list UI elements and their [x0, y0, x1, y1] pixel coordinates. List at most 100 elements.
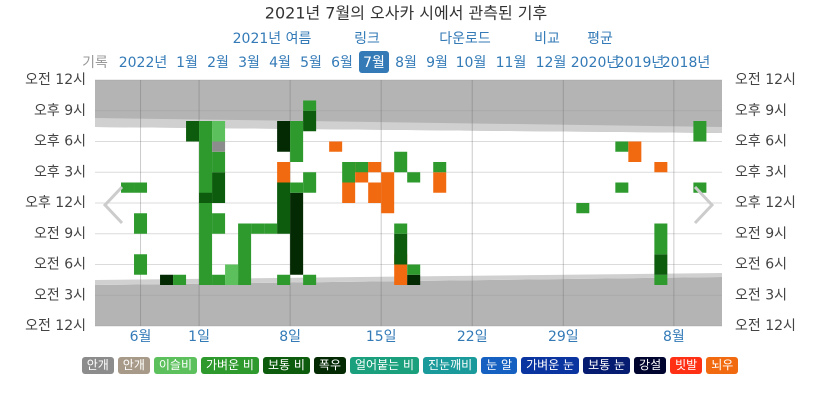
weather-cell — [303, 172, 317, 193]
tab[interactable]: 6월 — [331, 55, 353, 71]
weather-cell — [212, 141, 226, 152]
tab[interactable]: 7월 — [363, 55, 385, 71]
weather-cell — [186, 121, 200, 142]
tab-active-bg — [359, 51, 389, 73]
tab[interactable]: 1월 — [176, 55, 198, 71]
weather-cell — [277, 121, 291, 152]
tab[interactable]: 4월 — [269, 55, 291, 71]
weather-cell — [394, 223, 408, 234]
legend-item: 보통 비 — [262, 357, 310, 374]
tab[interactable]: 12월 — [536, 55, 567, 71]
legend-item: 눈 알 — [481, 357, 518, 374]
weather-cell — [212, 121, 226, 142]
weather-cell — [251, 223, 265, 234]
weather-cell — [290, 192, 304, 275]
weather-cell — [173, 274, 187, 285]
y-tick-label-right: 오후 3시 — [735, 164, 787, 180]
weather-cell — [303, 110, 317, 132]
x-tick-label: 8월 — [663, 329, 685, 345]
legend-item: 안개 — [117, 357, 150, 374]
weather-cell — [277, 162, 291, 183]
y-tick-label-right: 오후 12시 — [735, 195, 796, 211]
legend-item: 안개 — [81, 357, 114, 374]
y-tick-label: 오후 6시 — [34, 134, 86, 150]
tab[interactable]: 2월 — [207, 55, 229, 71]
weather-cell — [134, 182, 148, 193]
weather-cell — [134, 213, 148, 234]
y-tick-label-right: 오전 3시 — [735, 287, 787, 303]
weather-cell — [342, 182, 356, 203]
weather-cell — [212, 172, 226, 203]
tab[interactable]: 2020년 — [571, 55, 620, 71]
tab[interactable]: 2019년 — [616, 55, 665, 71]
nav-link[interactable]: 2021년 여름 — [233, 31, 312, 47]
legend-item: 뇌우 — [706, 357, 739, 374]
y-tick-label-right: 오전 12시 — [735, 72, 796, 88]
weather-cell — [225, 264, 239, 285]
weather-cell — [433, 172, 447, 193]
nav-link[interactable]: 비교 — [534, 31, 560, 47]
weather-cell — [381, 172, 395, 214]
legend-item: 가벼운 눈 — [521, 357, 580, 374]
weather-cell — [303, 274, 317, 285]
next-arrow[interactable] — [693, 185, 715, 225]
weather-cell — [654, 254, 668, 275]
weather-cell — [654, 162, 668, 173]
legend-item: 강설 — [634, 357, 667, 374]
weather-cell — [199, 192, 213, 203]
y-tick-label-right: 오전 12시 — [735, 318, 796, 334]
tab[interactable]: 5월 — [300, 55, 322, 71]
x-tick-label: 22일 — [457, 329, 488, 345]
y-tick-label: 오전 9시 — [34, 226, 86, 242]
weather-cell — [693, 121, 707, 142]
prev-arrow[interactable] — [102, 185, 124, 225]
tab[interactable]: 8월 — [395, 55, 417, 71]
tab[interactable]: 10월 — [456, 55, 487, 71]
weather-cell — [212, 151, 226, 173]
legend: 안개 안개 이슬비 가벼운 비 보통 비 폭우 얼어붙는 비 진눈깨비 눈 알 가벼운 눈 보통 눈… — [70, 357, 750, 374]
legend-item: 폭우 — [313, 357, 347, 374]
tab[interactable]: 3월 — [238, 55, 260, 71]
y-tick-label: 오후 9시 — [34, 103, 86, 119]
weather-cell — [290, 121, 304, 162]
weather-cell — [368, 162, 382, 173]
y-tick-label: 오전 3시 — [34, 287, 86, 303]
tab[interactable]: 2022년 — [119, 55, 168, 71]
twilight-shade — [95, 118, 722, 133]
weather-cell — [329, 141, 343, 152]
legend-item: 진눈깨비 — [423, 357, 478, 374]
y-tick-label-right: 오후 9시 — [735, 103, 787, 119]
weather-cell — [576, 203, 590, 214]
x-tick-label: 1일 — [188, 329, 210, 345]
weather-cell — [303, 100, 317, 111]
y-tick-label: 오전 12시 — [25, 72, 86, 88]
weather-cell — [654, 223, 668, 255]
tab[interactable]: 11월 — [496, 55, 527, 71]
legend-item: 보통 눈 — [583, 357, 631, 374]
weather-cell — [615, 141, 629, 152]
night-shade — [95, 80, 722, 133]
legend-item: 이슬비 — [153, 357, 197, 374]
nav-link[interactable]: 링크 — [354, 31, 380, 47]
legend-item: 얼어붙는 비 — [350, 357, 420, 374]
weather-cell — [342, 162, 356, 183]
nav-link[interactable]: 평균 — [587, 31, 613, 47]
y-tick-label-right: 오전 6시 — [735, 257, 787, 273]
weather-cell — [394, 151, 408, 173]
night-shade — [95, 277, 722, 326]
weather-cell — [277, 182, 291, 234]
nav-link[interactable]: 다운로드 — [439, 31, 491, 47]
weather-cell — [264, 223, 278, 234]
weather-cell — [407, 274, 421, 285]
y-tick-label: 오후 3시 — [34, 164, 86, 180]
weather-cell — [693, 182, 707, 193]
chart-title: 2021년 7월의 오사카 시에서 관측된 기후 — [265, 4, 547, 23]
tab[interactable]: 9월 — [426, 55, 448, 71]
x-tick-label: 15일 — [366, 329, 397, 345]
legend-item: 빗발 — [670, 357, 703, 374]
y-tick-label-right: 오전 9시 — [735, 226, 787, 242]
x-tick-label: 29일 — [548, 329, 579, 345]
x-tick-label: 8일 — [279, 329, 301, 345]
tab[interactable]: 2018년 — [662, 55, 711, 71]
